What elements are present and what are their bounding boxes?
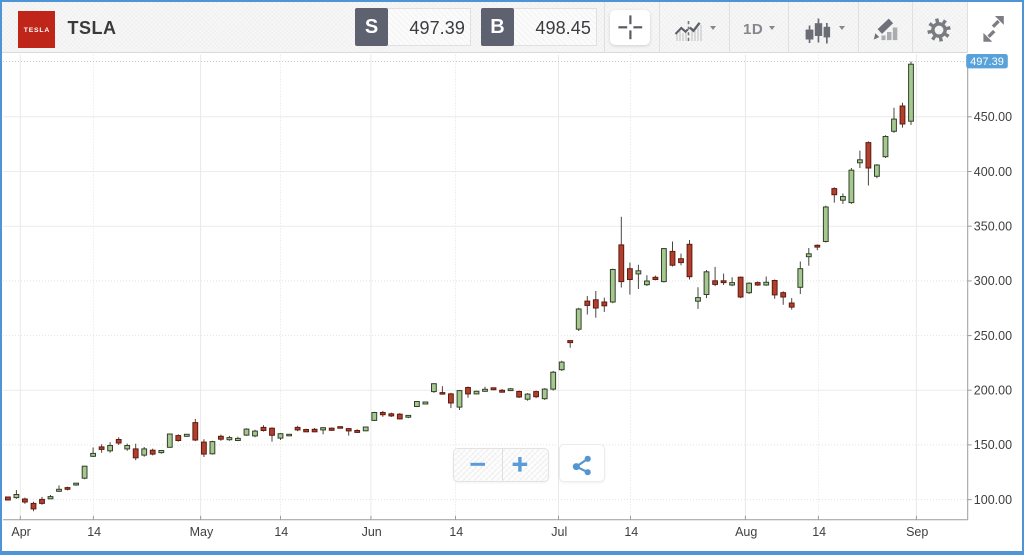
svg-text:14: 14 (624, 525, 638, 539)
svg-text:450.00: 450.00 (974, 110, 1012, 124)
svg-text:150.00: 150.00 (974, 438, 1012, 452)
svg-text:14: 14 (812, 525, 826, 539)
svg-text:Jul: Jul (551, 525, 567, 539)
svg-text:200.00: 200.00 (974, 384, 1012, 398)
svg-text:497.39: 497.39 (970, 56, 1004, 68)
svg-text:400.00: 400.00 (974, 165, 1012, 179)
svg-text:100.00: 100.00 (974, 493, 1012, 507)
svg-text:350.00: 350.00 (974, 220, 1012, 234)
svg-text:300.00: 300.00 (974, 274, 1012, 288)
svg-text:May: May (190, 525, 214, 539)
svg-text:Sep: Sep (906, 525, 928, 539)
svg-text:14: 14 (274, 525, 288, 539)
svg-text:250.00: 250.00 (974, 329, 1012, 343)
svg-text:14: 14 (449, 525, 463, 539)
svg-text:Jun: Jun (362, 525, 382, 539)
svg-text:Aug: Aug (735, 525, 757, 539)
svg-text:14: 14 (87, 525, 101, 539)
svg-text:Apr: Apr (11, 525, 30, 539)
